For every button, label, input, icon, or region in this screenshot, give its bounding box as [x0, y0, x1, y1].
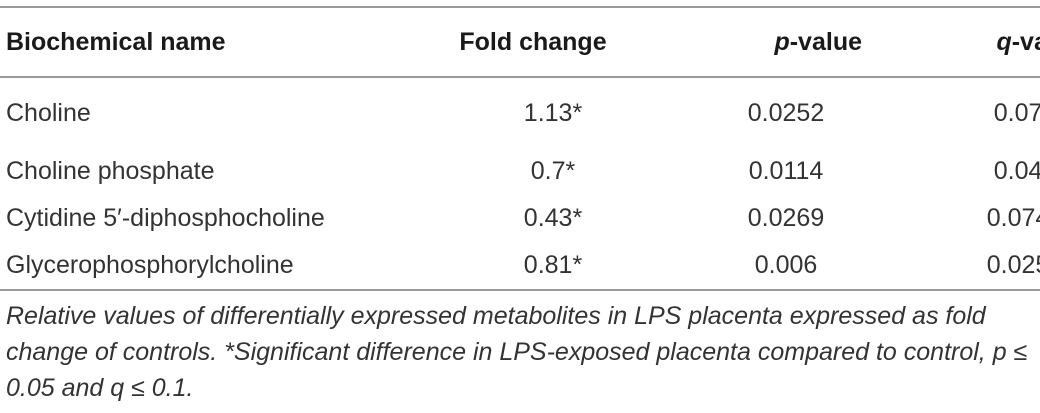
cell-name: Choline [6, 98, 91, 127]
header-p-value: p-value [642, 7, 900, 77]
header-q-letter: q [996, 27, 1012, 56]
cell-p-value: 0.006 [754, 251, 818, 279]
cell-q-value: 0.041 [993, 157, 1040, 185]
cell-fold-change: 1.13* [523, 98, 583, 127]
table-footnote: Relative values of differentially expres… [6, 302, 1028, 402]
cell-q-value: 0.0254 [986, 251, 1040, 279]
cell-name: Glycerophosphorylcholine [6, 251, 294, 279]
table-row: Choline phosphate 0.7* 0.0114 0.041 [0, 148, 1040, 195]
table-row: Choline 1.13* 0.0252 0.072 [0, 77, 1040, 148]
header-p-suffix: -value [789, 27, 862, 56]
header-p-letter: p [774, 27, 790, 56]
cell-p-value: 0.0269 [747, 204, 825, 232]
header-q-value: q-value [900, 7, 1040, 77]
header-biochemical-name: Biochemical name [6, 27, 226, 56]
table-header: Biochemical name Fold change p-value q-v… [0, 7, 1040, 77]
table-row: Cytidine 5′-diphosphocholine 0.43* 0.026… [0, 195, 1040, 242]
cell-name: Choline phosphate [6, 157, 215, 185]
table-row: Glycerophosphorylcholine 0.81* 0.006 0.0… [0, 242, 1040, 290]
cell-fold-change: 0.81* [523, 251, 583, 279]
cell-q-value: 0.072 [993, 98, 1040, 127]
cell-p-value: 0.0252 [747, 98, 825, 127]
header-fold-change: Fold change [459, 27, 607, 56]
cell-fold-change: 0.7* [530, 157, 576, 185]
table-body: Choline 1.13* 0.0252 0.072 Choline phosp… [0, 77, 1040, 290]
cell-q-value: 0.0749 [986, 204, 1040, 232]
cell-fold-change: 0.43* [523, 204, 583, 232]
cell-name: Cytidine 5′-diphosphocholine [6, 204, 325, 232]
header-q-suffix: -value [1011, 27, 1040, 56]
metabolite-table: Biochemical name Fold change p-value q-v… [0, 6, 1040, 291]
header-row: Biochemical name Fold change p-value q-v… [0, 7, 1040, 77]
cell-p-value: 0.0114 [748, 157, 824, 185]
